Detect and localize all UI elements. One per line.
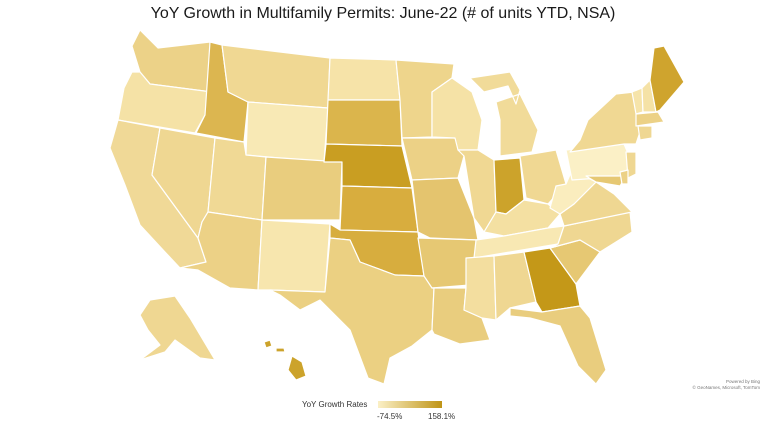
state-tx [269,237,435,385]
state-mi [469,71,539,157]
attribution-line-1: Powered by Bing [725,379,760,384]
legend-min-label: -74.5% [377,412,403,421]
state-md [585,175,627,187]
state-wy [245,101,329,163]
state-de [619,169,629,185]
legend-gradient-bar [378,401,442,408]
map-title: YoY Growth in Multifamily Permits: June-… [150,5,616,22]
legend-max-label: 158.1% [428,412,456,421]
state-sd [325,99,403,147]
state-nd [327,57,401,101]
state-al [493,251,537,321]
state-ct [637,125,653,141]
state-ms [463,255,497,321]
state-fl [509,305,607,385]
state-ar [417,237,479,289]
state-ia [401,137,465,181]
state-hi [263,339,307,381]
state-nm [257,219,331,293]
state-ny [569,91,641,153]
legend-title: YoY Growth Rates [302,400,368,409]
state-mo [411,177,479,241]
attribution-line-2: © GeoNames, Microsoft, TomTom [692,385,761,390]
state-ak [139,295,216,361]
state-ma [635,111,665,127]
state-me [649,45,685,113]
map-attribution: Powered by Bing © GeoNames, Microsoft, T… [693,379,761,391]
state-ks [339,185,419,233]
state-co [261,156,343,221]
